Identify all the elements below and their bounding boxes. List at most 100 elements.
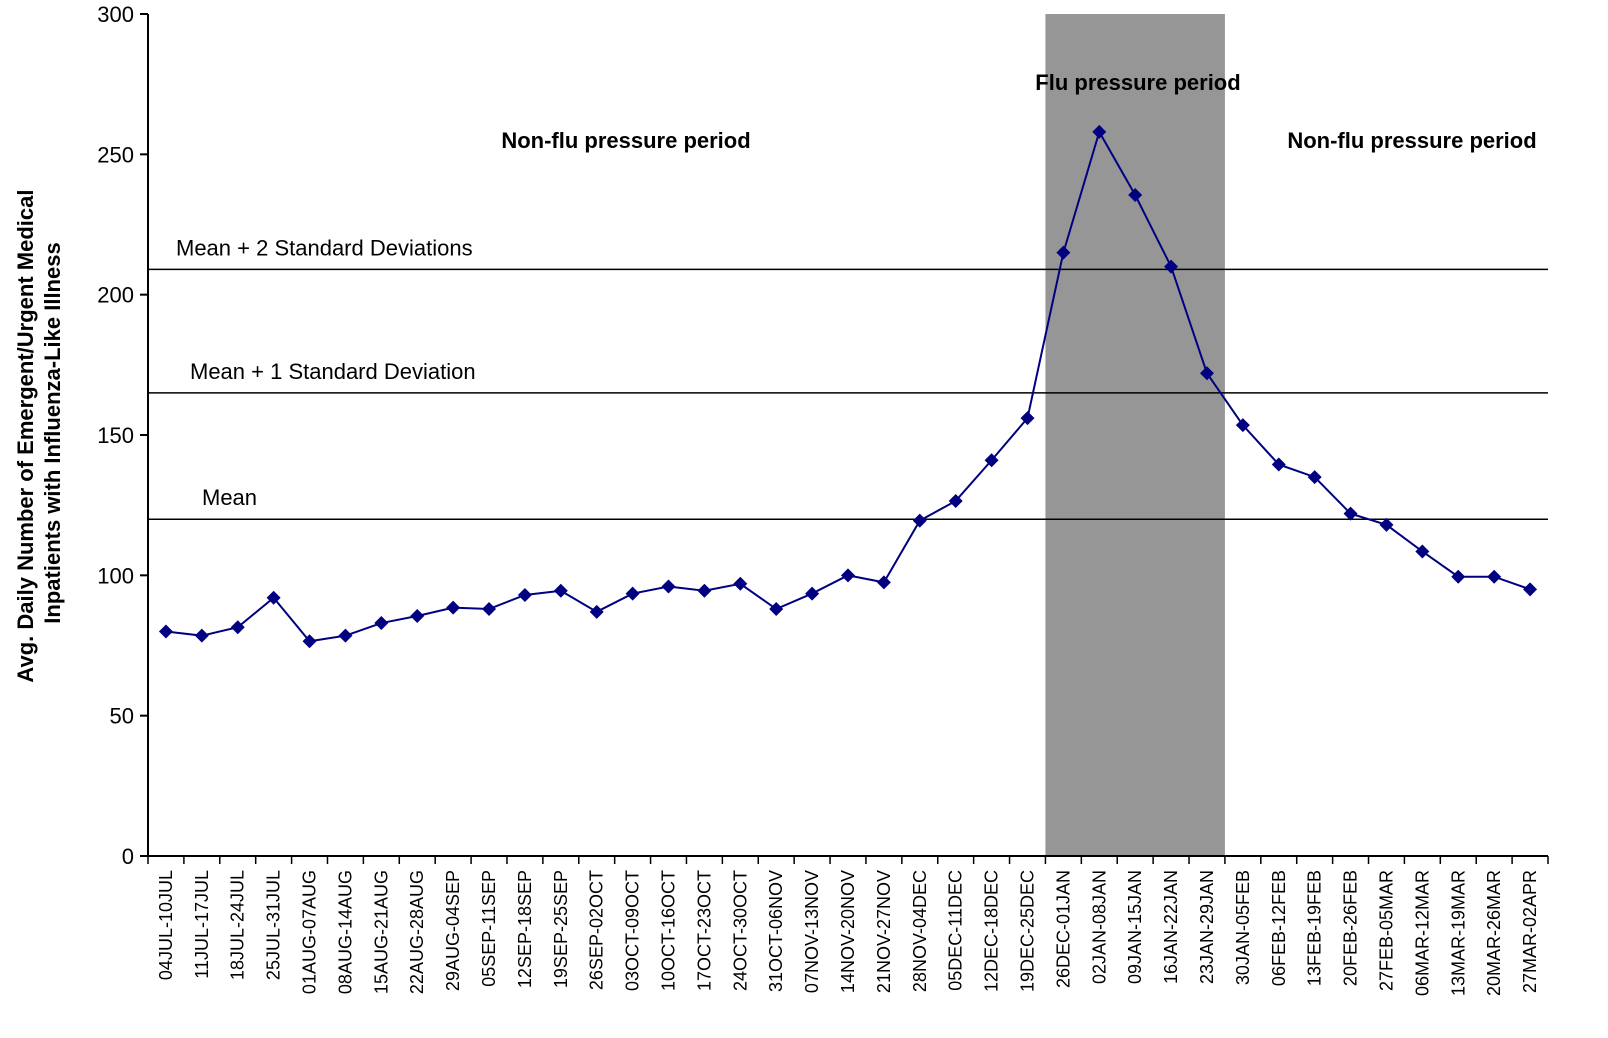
x-tick-label: 19DEC-25DEC xyxy=(1017,870,1037,992)
x-tick-label: 23JAN-29JAN xyxy=(1197,870,1217,984)
x-tick-label: 13MAR-19MAR xyxy=(1448,870,1468,996)
x-tick-label: 03OCT-09OCT xyxy=(623,870,643,991)
data-point xyxy=(661,579,676,594)
y-ticks: 0 50 100 150 200 250 300 xyxy=(97,2,148,869)
x-tick-label: 07NOV-13NOV xyxy=(802,870,822,993)
data-point xyxy=(338,628,353,643)
x-tick-label: 06MAR-12MAR xyxy=(1412,870,1432,996)
data-point xyxy=(1164,259,1179,274)
x-tick-label: 05DEC-11DEC xyxy=(946,870,966,991)
data-point xyxy=(805,586,820,601)
x-tick-label: 17OCT-23OCT xyxy=(694,870,714,991)
data-point xyxy=(589,604,604,619)
data-point xyxy=(984,453,999,468)
x-ticks: 04JUL-10JUL 11JUL-17JUL 18JUL-24JUL 25JUL-3… xyxy=(147,856,1549,996)
data-point xyxy=(625,586,640,601)
x-tick-label: 10OCT-16OCT xyxy=(659,870,679,991)
y-axis-label-line-1: Avg. Daily Number of Emergent/Urgent Med… xyxy=(13,190,38,683)
data-point xyxy=(697,583,712,598)
x-tick-label: 26SEP-02OCT xyxy=(587,870,607,990)
y-tick-label: 250 xyxy=(97,142,134,167)
period-label-non-flu-before: Non-flu pressure period xyxy=(501,128,750,153)
x-tick-label: 11JUL-17JUL xyxy=(192,870,212,979)
x-tick-label: 14NOV-20NOV xyxy=(838,870,858,993)
reference-lines: Mean + 2 Standard Deviations Mean + 1 Sta… xyxy=(148,235,1548,520)
x-tick-label: 20MAR-26MAR xyxy=(1484,870,1504,996)
reference-line-label: Mean xyxy=(202,485,257,510)
data-point xyxy=(1092,124,1107,139)
data-point xyxy=(841,568,855,583)
x-tick-label: 04JUL-10JUL xyxy=(156,870,176,980)
data-point xyxy=(158,624,173,639)
y-tick-label: 50 xyxy=(110,704,134,729)
x-tick-label: 18JUL-24JUL xyxy=(228,870,248,980)
data-point xyxy=(266,590,281,605)
data-point xyxy=(194,628,209,643)
x-tick-label: 02JAN-08JAN xyxy=(1089,870,1109,984)
x-tick-label: 06FEB-12FEB xyxy=(1269,870,1289,986)
y-tick-label: 150 xyxy=(97,423,134,448)
data-point xyxy=(230,620,245,635)
data-point xyxy=(769,602,784,617)
y-axis-label-line-2: Inpatients with Influenza-Like Illness xyxy=(40,242,65,623)
data-point xyxy=(374,616,389,631)
x-tick-label: 09JAN-15JAN xyxy=(1125,870,1145,984)
data-point xyxy=(1487,569,1502,584)
data-point xyxy=(876,575,891,590)
data-point xyxy=(302,634,317,649)
data-point xyxy=(410,609,425,624)
data-point xyxy=(1307,470,1322,485)
x-tick-label: 12SEP-18SEP xyxy=(515,870,535,988)
data-point xyxy=(948,493,963,508)
period-label-non-flu-after: Non-flu pressure period xyxy=(1287,128,1536,153)
reference-line-label: Mean + 1 Standard Deviation xyxy=(190,359,476,384)
x-tick-label: 25JUL-31JUL xyxy=(264,870,284,980)
x-tick-label: 30JAN-05FEB xyxy=(1233,870,1253,985)
data-point xyxy=(517,587,532,602)
x-tick-label: 26DEC-01JAN xyxy=(1053,870,1073,988)
data-point xyxy=(1020,411,1035,426)
y-tick-label: 300 xyxy=(97,2,134,27)
data-point xyxy=(1415,544,1430,559)
y-tick-label: 100 xyxy=(97,563,134,588)
y-tick-label: 0 xyxy=(122,844,134,869)
x-tick-label: 12DEC-18DEC xyxy=(982,870,1002,992)
x-tick-label: 27FEB-05MAR xyxy=(1376,870,1396,991)
x-tick-label: 27MAR-02APR xyxy=(1520,870,1540,993)
x-tick-label: 29AUG-04SEP xyxy=(443,870,463,991)
series-line xyxy=(165,129,1531,643)
data-point xyxy=(1235,418,1250,433)
period-label-flu: Flu pressure period xyxy=(1035,70,1240,95)
x-tick-label: 08AUG-14AUG xyxy=(335,870,355,994)
x-tick-label: 15AUG-21AUG xyxy=(371,870,391,994)
data-point xyxy=(733,576,748,591)
x-tick-label: 22AUG-28AUG xyxy=(407,870,427,994)
data-point xyxy=(1199,366,1214,381)
x-tick-label: 31OCT-06NOV xyxy=(766,870,786,992)
flu-pressure-band xyxy=(1045,14,1225,856)
data-point xyxy=(1379,517,1394,532)
data-point xyxy=(1128,188,1143,203)
x-tick-label: 24OCT-30OCT xyxy=(730,870,750,991)
data-point xyxy=(1056,245,1071,260)
x-tick-label: 20FEB-26FEB xyxy=(1341,870,1361,986)
data-point xyxy=(1343,506,1358,521)
series xyxy=(158,124,1538,649)
x-tick-label: 21NOV-27NOV xyxy=(874,870,894,993)
data-point xyxy=(482,602,497,617)
data-point xyxy=(1271,457,1286,472)
data-point xyxy=(553,583,568,598)
y-axis-label: Avg. Daily Number of Emergent/Urgent Med… xyxy=(13,183,65,682)
y-tick-label: 200 xyxy=(97,283,134,308)
data-point xyxy=(446,600,461,615)
x-tick-label: 05SEP-11SEP xyxy=(479,870,499,987)
data-point xyxy=(1451,569,1466,584)
x-tick-label: 13FEB-19FEB xyxy=(1305,870,1325,986)
x-tick-label: 19SEP-25SEP xyxy=(551,870,571,988)
x-tick-label: 16JAN-22JAN xyxy=(1161,870,1181,984)
data-point xyxy=(912,513,927,528)
data-point xyxy=(1523,582,1538,597)
x-tick-label: 28NOV-04DEC xyxy=(910,870,930,992)
reference-line-label: Mean + 2 Standard Deviations xyxy=(176,235,473,260)
